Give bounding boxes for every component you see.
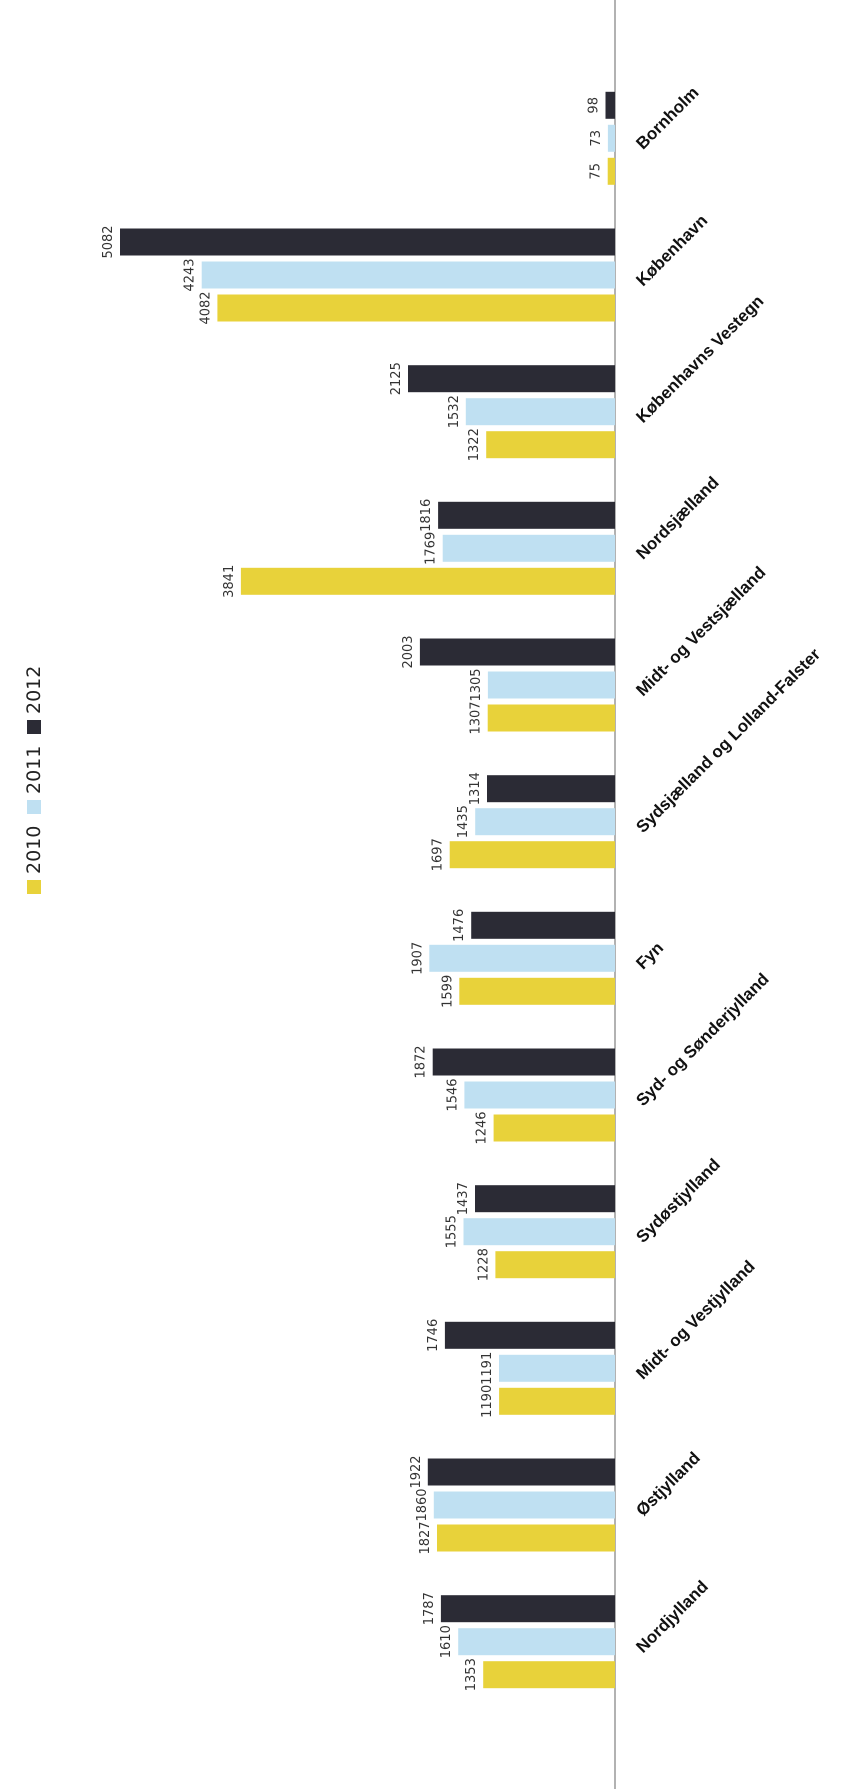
bar-2010-4 — [487, 704, 616, 732]
bar-2010-8 — [495, 1251, 615, 1279]
value-label: 1697 — [431, 838, 446, 871]
value-label: 1907 — [410, 942, 425, 975]
value-label: 1610 — [439, 1625, 454, 1658]
bar-2011-0 — [607, 124, 616, 152]
bar-2012-8 — [475, 1185, 615, 1213]
bar-2011-5 — [475, 808, 616, 836]
legend-label-2010: 2010 — [23, 826, 45, 874]
bar-2012-6 — [471, 911, 616, 939]
value-label: 1307 — [469, 701, 484, 734]
value-label: 73 — [589, 130, 604, 147]
legend-label-2011: 2011 — [23, 746, 45, 794]
value-label: 1191 — [480, 1352, 495, 1385]
value-labels-group: 7573984082424350821322153221253841176918… — [101, 97, 604, 1691]
legend-swatch-2012 — [27, 720, 41, 734]
bar-2012-5 — [487, 775, 615, 803]
bar-2011-2 — [465, 398, 615, 426]
value-label: 1437 — [456, 1182, 471, 1215]
value-label: 1860 — [415, 1488, 430, 1521]
value-label: 1546 — [445, 1078, 460, 1111]
value-label: 1599 — [440, 975, 455, 1008]
bar-2012-2 — [408, 365, 615, 393]
bar-2012-1 — [120, 228, 615, 256]
bar-2011-10 — [433, 1491, 615, 1519]
value-label: 1305 — [469, 668, 484, 701]
value-label: 1816 — [419, 499, 434, 532]
value-label: 1314 — [468, 772, 483, 805]
value-label: 1769 — [424, 532, 439, 565]
category-label: Midt- og Vestjylland — [632, 1257, 758, 1383]
value-label: 98 — [587, 97, 602, 114]
bar-2012-11 — [440, 1595, 615, 1623]
value-label: 2003 — [401, 635, 416, 668]
bar-2010-1 — [217, 294, 615, 322]
value-label: 4243 — [183, 258, 198, 291]
value-label: 4082 — [198, 291, 213, 324]
bar-2011-9 — [499, 1354, 615, 1382]
bar-2012-3 — [438, 501, 615, 529]
value-label: 1353 — [464, 1658, 479, 1691]
category-label: København — [632, 211, 711, 290]
value-label: 1190 — [480, 1385, 495, 1418]
value-label: 2125 — [389, 362, 404, 395]
value-label: 1555 — [445, 1215, 460, 1248]
value-label: 1787 — [422, 1592, 437, 1625]
value-label: 1228 — [476, 1248, 491, 1281]
category-label: Københavns Vestegn — [632, 292, 767, 427]
bar-2010-7 — [493, 1114, 616, 1142]
value-label: 5082 — [101, 225, 116, 258]
value-label: 1872 — [414, 1045, 429, 1078]
bar-2010-3 — [240, 567, 615, 595]
value-label: 1435 — [456, 805, 471, 838]
value-label: 1827 — [418, 1521, 433, 1554]
bar-2011-11 — [458, 1628, 616, 1656]
bar-2010-5 — [449, 841, 616, 869]
category-label: Syd- og Sønderjylland — [632, 969, 772, 1109]
bar-2011-1 — [201, 261, 615, 289]
bar-2011-6 — [429, 944, 615, 972]
category-label: Midt- og Vestsjælland — [632, 563, 769, 700]
legend: 2010 2011 2012 — [23, 666, 45, 894]
category-label: Nordjylland — [632, 1577, 712, 1657]
bar-2012-4 — [419, 638, 615, 666]
category-label: Østjylland — [632, 1448, 704, 1520]
bar-2012-10 — [427, 1458, 615, 1486]
bar-2010-9 — [499, 1387, 616, 1415]
category-label: Bornholm — [632, 83, 702, 153]
bar-2010-0 — [607, 157, 616, 185]
value-label: 3841 — [222, 565, 237, 598]
value-label: 75 — [589, 163, 604, 180]
value-label: 1746 — [426, 1319, 441, 1352]
bars-group — [120, 91, 616, 1689]
bar-2010-10 — [437, 1524, 615, 1552]
legend-swatch-2010 — [27, 880, 41, 894]
bar-2010-6 — [459, 977, 615, 1005]
bar-2010-11 — [483, 1661, 616, 1689]
value-label: 1532 — [447, 395, 462, 428]
bar-2012-9 — [444, 1321, 615, 1349]
category-label: Fyn — [632, 938, 667, 973]
category-label: Sydøstjylland — [632, 1155, 724, 1247]
bar-2012-0 — [605, 91, 615, 119]
bar-2012-7 — [432, 1048, 616, 1076]
bar-2010-2 — [486, 431, 616, 459]
value-label: 1322 — [467, 428, 482, 461]
category-label: Nordsjælland — [632, 473, 722, 563]
bar-2011-3 — [442, 534, 616, 562]
legend-swatch-2011 — [27, 800, 41, 814]
bar-2011-7 — [464, 1081, 615, 1109]
value-label: 1476 — [452, 909, 467, 942]
value-label: 1922 — [409, 1455, 424, 1488]
value-label: 1246 — [475, 1111, 490, 1144]
bar-2011-8 — [463, 1218, 615, 1246]
legend-label-2012: 2012 — [23, 666, 45, 714]
bar-2011-4 — [487, 671, 615, 699]
